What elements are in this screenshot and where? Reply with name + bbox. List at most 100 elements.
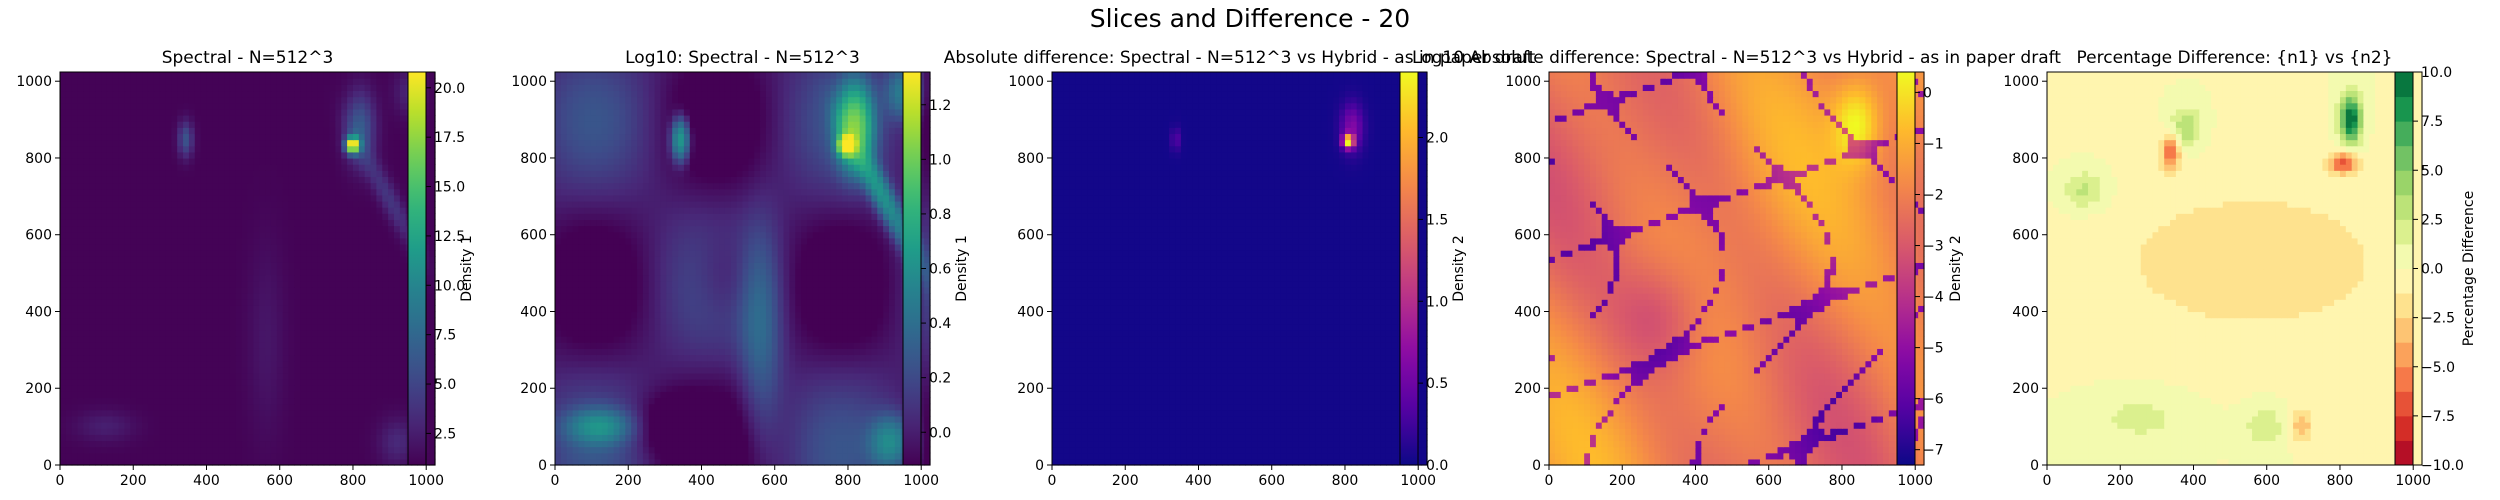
colorbar-tick-label: 0.0 — [929, 425, 951, 441]
colorbar-label: Density 1 — [954, 235, 970, 302]
y-tick-label: 0 — [538, 458, 547, 474]
y-tick-label: 1000 — [2003, 74, 2039, 90]
colorbar-tick-label: 0.6 — [929, 262, 951, 278]
x-tick-label: 200 — [120, 473, 147, 489]
colorbar-tick-label: −3 — [1923, 239, 1944, 255]
colorbar-tick-label: 2.5 — [434, 426, 456, 442]
x-tick-label: 600 — [1755, 473, 1782, 489]
y-tick-label: 800 — [1514, 151, 1541, 167]
x-tick-label: 0 — [56, 473, 65, 489]
heatmap-panel-3: Absolute difference: Spectral - N=512^3 … — [944, 48, 1536, 489]
colorbar-tick-label: 0.8 — [929, 207, 951, 223]
colorbar-tick-label: −2.5 — [2421, 311, 2455, 327]
heatmap-cells — [1052, 72, 1428, 466]
colorbar-tick-label: 0.0 — [1426, 458, 1448, 474]
colorbar-label: Density 2 — [1451, 235, 1467, 302]
heatmap-panel-5: Percentage Difference: {n1} vs {n2} 0 200 4… — [2003, 48, 2477, 489]
y-tick-label: 600 — [1514, 228, 1541, 244]
x-tick-label: 600 — [2253, 473, 2280, 489]
y-tick-label: 200 — [2012, 381, 2039, 397]
colorbar-tick-label: 7.5 — [434, 328, 456, 344]
y-tick-label: 400 — [1514, 304, 1541, 320]
colorbar-tick-label: −4 — [1923, 290, 1944, 306]
colorbar-tick-label: −7.5 — [2421, 409, 2455, 425]
colorbar-label: Percentage Difference — [2461, 191, 2477, 346]
y-tick-label: 1000 — [16, 74, 52, 90]
panel-title: Log10: Spectral - N=512^3 — [625, 48, 860, 68]
y-tick-label: 1000 — [1008, 74, 1044, 90]
y-tick-label: 600 — [25, 228, 52, 244]
y-tick-label: 600 — [2012, 228, 2039, 244]
x-tick-label: 400 — [688, 473, 715, 489]
y-tick-label: 800 — [1017, 151, 1044, 167]
x-tick-label: 0 — [1048, 473, 1057, 489]
y-tick-label: 400 — [25, 304, 52, 320]
colorbar-tick-label: −5 — [1923, 341, 1944, 357]
x-tick-label: 400 — [2180, 473, 2207, 489]
panel-title: Percentage Difference: {n1} vs {n2} — [2077, 48, 2393, 68]
colorbar-tick-label: −7 — [1923, 443, 1944, 459]
x-tick-label: 0 — [1545, 473, 1554, 489]
y-tick-label: 0 — [1035, 458, 1044, 474]
x-tick-label: 800 — [1829, 473, 1856, 489]
x-tick-label: 800 — [340, 473, 367, 489]
x-tick-label: 200 — [615, 473, 642, 489]
y-tick-label: 400 — [2012, 304, 2039, 320]
x-tick-label: 600 — [266, 473, 293, 489]
colorbar-tick-label: 0 — [1923, 85, 1932, 101]
y-tick-label: 200 — [520, 381, 547, 397]
x-tick-label: 800 — [835, 473, 862, 489]
heatmap-panel-4: Log10 Absolute difference: Spectral - N=… — [1412, 48, 2061, 489]
x-tick-label: 200 — [1112, 473, 1139, 489]
x-tick-label: 0 — [2043, 473, 2052, 489]
colorbar-tick-label: 0.5 — [1426, 376, 1448, 392]
colorbar-tick-label: 0.0 — [2421, 262, 2443, 278]
x-tick-label: 1000 — [1897, 473, 1933, 489]
y-tick-label: 400 — [1017, 304, 1044, 320]
x-tick-label: 200 — [1609, 473, 1636, 489]
panel-title: Spectral - N=512^3 — [162, 48, 334, 68]
colorbar-tick-label: 10.0 — [2421, 65, 2452, 81]
y-tick-label: 800 — [520, 151, 547, 167]
colorbar-tick-label: 20.0 — [434, 81, 465, 97]
x-tick-label: 800 — [1332, 473, 1359, 489]
y-tick-label: 800 — [25, 151, 52, 167]
x-tick-label: 600 — [1258, 473, 1285, 489]
colorbar-tick-label: −10.0 — [2421, 458, 2464, 474]
colorbar-tick-label: 1.0 — [1426, 294, 1448, 310]
colorbar-tick-label: −5.0 — [2421, 360, 2455, 376]
y-tick-label: 400 — [520, 304, 547, 320]
x-tick-label: 200 — [2107, 473, 2134, 489]
x-tick-label: 400 — [193, 473, 220, 489]
x-tick-label: 400 — [1185, 473, 1212, 489]
y-tick-label: 0 — [1532, 458, 1541, 474]
x-tick-label: 1000 — [2395, 473, 2431, 489]
y-tick-label: 200 — [1514, 381, 1541, 397]
colorbar-tick-label: 2.5 — [2421, 212, 2443, 228]
x-tick-label: 400 — [1682, 473, 1709, 489]
y-tick-label: 1000 — [511, 74, 547, 90]
y-tick-label: 1000 — [1505, 74, 1541, 90]
panel-title: Log10 Absolute difference: Spectral - N=… — [1412, 48, 2061, 68]
y-tick-label: 200 — [25, 381, 52, 397]
heatmap-cells — [555, 72, 931, 466]
y-tick-label: 0 — [2030, 458, 2039, 474]
x-tick-label: 800 — [2327, 473, 2354, 489]
colorbar-tick-label: 1.5 — [1426, 212, 1448, 228]
colorbar-tick-label: 5.0 — [434, 377, 456, 393]
colorbar-tick-label: 5.0 — [2421, 163, 2443, 179]
heatmap-cells — [60, 72, 436, 466]
heatmap-cells — [1549, 72, 1925, 466]
heatmap-panel-1: Spectral - N=512^3 0 200 400 600 800 1000 0 200 4… — [16, 48, 475, 489]
heatmap-cells — [2047, 72, 2423, 466]
colorbar: −10.0−7.5−5.0−2.50.02.55.07.510.0Percent… — [2395, 65, 2477, 474]
y-tick-label: 600 — [1017, 228, 1044, 244]
y-tick-label: 0 — [43, 458, 52, 474]
x-tick-label: 600 — [761, 473, 788, 489]
colorbar-tick-label: −1 — [1923, 136, 1944, 152]
